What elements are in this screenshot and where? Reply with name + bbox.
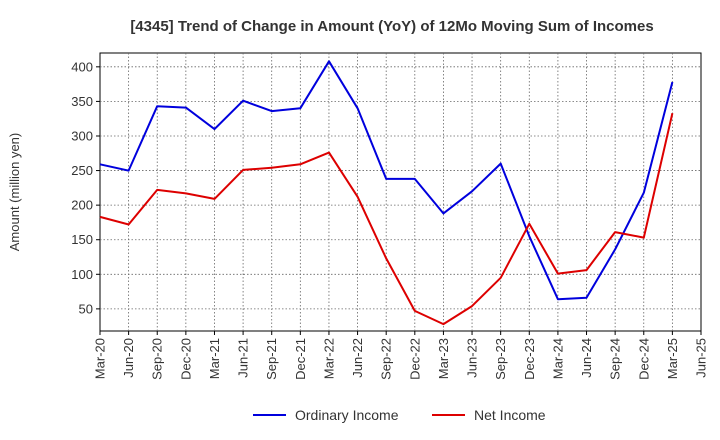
x-tick-label: Mar-21 — [207, 338, 222, 379]
x-tick-label: Sep-20 — [150, 338, 165, 380]
x-tick-label: Mar-22 — [321, 338, 336, 379]
x-tick-label: Sep-23 — [493, 338, 508, 380]
x-tick-label: Dec-23 — [522, 338, 537, 380]
x-tick-label: Sep-22 — [379, 338, 394, 380]
x-tick-label: Jun-25 — [694, 338, 709, 378]
legend-label: Net Income — [474, 407, 546, 423]
x-tick-label: Sep-21 — [264, 338, 279, 380]
x-tick-label: Mar-25 — [665, 338, 680, 379]
y-tick-label: 50 — [79, 301, 93, 316]
x-tick-label: Sep-24 — [608, 338, 623, 380]
legend: Ordinary Income Net Income — [253, 407, 546, 423]
plot-area — [99, 52, 702, 332]
y-tick-label: 150 — [71, 232, 93, 247]
x-tick-label: Jun-24 — [579, 338, 594, 378]
y-tick-label: 250 — [71, 163, 93, 178]
y-tick-label: 400 — [71, 59, 93, 74]
series-line — [99, 60, 674, 301]
x-tick-label: Mar-24 — [550, 338, 565, 379]
y-tick-label: 300 — [71, 128, 93, 143]
series-lines — [99, 60, 674, 326]
chart-title: [4345] Trend of Change in Amount (YoY) o… — [130, 18, 653, 35]
y-tick-label: 200 — [71, 198, 93, 213]
y-axis: 50 100 150 200 250 300 350 400 — [71, 59, 100, 316]
x-tick-label: Mar-23 — [436, 338, 451, 379]
x-tick-label: Jun-22 — [350, 338, 365, 378]
x-tick-label: Mar-20 — [93, 338, 108, 379]
x-tick-label: Dec-22 — [407, 338, 422, 380]
x-axis: Mar-20 Jun-20 Sep-20 Dec-20 Mar-21 Jun-21 Sep-… — [93, 331, 709, 380]
plot-frame — [99, 52, 702, 332]
x-tick-label: Jun-20 — [121, 338, 136, 378]
x-tick-label: Jun-23 — [465, 338, 480, 378]
x-tick-label: Jun-21 — [236, 338, 251, 378]
y-axis-label: Amount (million yen) — [7, 133, 22, 252]
legend-label: Ordinary Income — [295, 407, 399, 423]
x-tick-label: Dec-20 — [178, 338, 193, 380]
series-line — [99, 112, 674, 326]
y-tick-label: 100 — [71, 267, 93, 282]
x-tick-label: Dec-21 — [293, 338, 308, 380]
y-tick-label: 350 — [71, 94, 93, 109]
x-tick-label: Dec-24 — [636, 338, 651, 380]
